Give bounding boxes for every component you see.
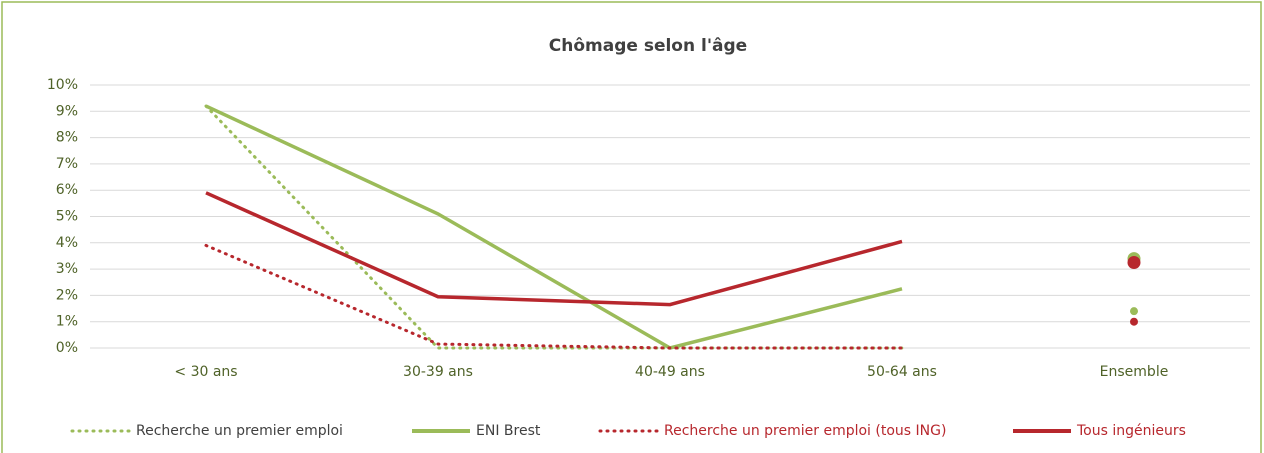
- legend-label: Tous ingénieurs: [1076, 423, 1186, 439]
- legend-item: Tous ingénieurs: [1013, 423, 1186, 439]
- y-tick-label: 3%: [56, 261, 78, 277]
- x-tick-label: Ensemble: [1100, 364, 1169, 380]
- y-tick-label: 1%: [56, 314, 78, 330]
- y-tick-label: 9%: [56, 103, 78, 119]
- x-tick-label: 50-64 ans: [867, 364, 937, 380]
- series-line: [205, 104, 903, 350]
- y-tick-label: 5%: [56, 209, 78, 225]
- chart-title: Chômage selon l'âge: [549, 36, 747, 56]
- series-line: [204, 104, 904, 350]
- summary-point: [1127, 256, 1141, 270]
- series-line: [204, 243, 904, 350]
- legend-item: Recherche un premier emploi (tous ING): [598, 423, 946, 439]
- y-tick-label: 7%: [56, 156, 78, 172]
- y-tick-label: 0%: [56, 340, 78, 356]
- legend-item: Recherche un premier emploi: [70, 423, 343, 439]
- legend-label: ENI Brest: [476, 423, 541, 439]
- legend-label: Recherche un premier emploi: [136, 423, 343, 439]
- legend-item: ENI Brest: [412, 423, 541, 439]
- series-line: [205, 191, 903, 307]
- x-tick-label: < 30 ans: [174, 364, 237, 380]
- summary-point: [1130, 307, 1138, 316]
- y-tick-label: 8%: [56, 130, 78, 146]
- x-tick-label: 40-49 ans: [635, 364, 705, 380]
- y-tick-label: 4%: [56, 235, 78, 251]
- y-tick-label: 6%: [56, 182, 78, 198]
- x-tick-label: 30-39 ans: [403, 364, 473, 380]
- legend-label: Recherche un premier emploi (tous ING): [664, 423, 946, 439]
- summary-point: [1130, 317, 1138, 326]
- y-tick-label: 10%: [47, 77, 78, 93]
- y-tick-label: 2%: [56, 287, 78, 303]
